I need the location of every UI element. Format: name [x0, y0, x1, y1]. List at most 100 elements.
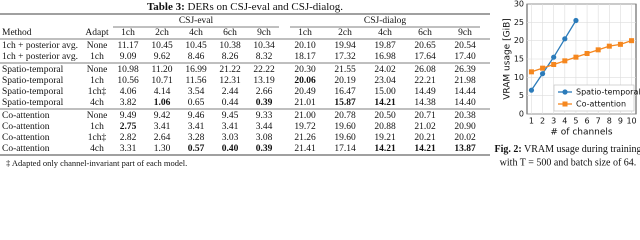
value-cell: 3.41 [222, 122, 239, 132]
value-cell: 19.72 [294, 122, 316, 132]
value-cell: 20.54 [454, 41, 476, 51]
value-cell: 18.17 [294, 52, 316, 62]
value-cell: 9.49 [120, 111, 137, 121]
value-cell: 26.39 [454, 65, 476, 75]
value-cell: 9.09 [120, 52, 137, 62]
value-cell: 3.08 [256, 133, 273, 143]
value-cell: 20.50 [374, 111, 396, 121]
header-cell: 6ch [418, 28, 432, 38]
caption-label: Fig. 2: [494, 144, 521, 155]
y-tick-label: 10 [514, 73, 524, 82]
value-cell: 19.60 [334, 122, 356, 132]
header-cell: 1ch [121, 28, 135, 38]
adapt-cell: 1ch [90, 122, 104, 132]
data-point [562, 36, 568, 42]
value-cell: 3.82 [120, 98, 137, 108]
adapt-cell: 4ch [90, 144, 104, 154]
value-cell: 13.87 [454, 144, 476, 154]
value-cell: 21.55 [334, 65, 356, 75]
x-tick-label: 3 [551, 117, 556, 126]
header-cell: 2ch [155, 28, 169, 38]
value-cell: 15.87 [334, 98, 356, 108]
value-cell: 9.33 [256, 111, 273, 121]
data-point [573, 17, 579, 24]
value-cell: 12.31 [219, 76, 241, 86]
x-axis-label: # of channels [550, 128, 613, 138]
data-point [551, 62, 557, 67]
value-cell: 10.71 [151, 76, 173, 86]
value-cell: 16.98 [374, 52, 396, 62]
data-point [551, 54, 557, 60]
series-line [531, 40, 632, 73]
data-point [540, 65, 546, 71]
y-axis-label: VRAM usage [GiB] [503, 18, 513, 100]
value-cell: 22.22 [253, 65, 275, 75]
group-header: CSJ-eval [179, 16, 214, 26]
header-cell: 4ch [378, 28, 392, 38]
y-tick-label: 20 [514, 36, 524, 45]
adapt-cell: 1ch [90, 76, 104, 86]
value-cell: 10.45 [185, 41, 207, 51]
adapt-cell: None [87, 111, 108, 121]
data-point [617, 41, 623, 47]
value-cell: 1.30 [154, 144, 171, 154]
x-tick-label: 7 [596, 117, 601, 126]
value-cell: 0.39 [256, 144, 273, 154]
y-tick-label: 0 [519, 110, 524, 119]
value-cell: 1.06 [154, 98, 171, 108]
value-cell: 3.41 [188, 122, 205, 132]
value-cell: 21.22 [219, 65, 241, 75]
value-cell: 8.26 [222, 52, 239, 62]
value-cell: 17.14 [334, 144, 356, 154]
value-cell: 11.56 [185, 76, 206, 86]
value-cell: 20.30 [294, 65, 316, 75]
value-cell: 10.45 [151, 41, 173, 51]
value-cell: 8.32 [256, 52, 273, 62]
value-cell: 10.98 [117, 65, 139, 75]
value-cell: 8.46 [188, 52, 205, 62]
adapt-cell: None [87, 41, 108, 51]
x-tick-label: 9 [618, 117, 623, 126]
header-cell: 6ch [223, 28, 237, 38]
table-title-text: DERs on CSJ-eval and CSJ-dialog. [188, 1, 344, 13]
value-cell: 13.19 [253, 76, 275, 86]
value-cell: 3.28 [188, 133, 205, 143]
adapt-cell: 1ch‡ [88, 87, 107, 97]
y-tick-label: 5 [519, 91, 524, 100]
data-point [606, 43, 612, 49]
x-tick-label: 8 [607, 117, 612, 126]
data-point [595, 47, 601, 53]
header-cell: Adapt [85, 28, 109, 38]
value-cell: 11.17 [117, 41, 138, 51]
group-header: CSJ-dialog [364, 16, 406, 26]
value-cell: 19.21 [374, 133, 396, 143]
value-cell: 20.38 [454, 111, 476, 121]
caption-line: Fig. 2: VRAM usage during training [494, 144, 640, 155]
value-cell: 2.82 [120, 133, 137, 143]
value-cell: 0.65 [188, 98, 205, 108]
value-cell: 9.62 [154, 52, 171, 62]
x-tick-label: 4 [562, 117, 567, 126]
y-tick-label: 25 [514, 18, 524, 27]
value-cell: 10.34 [253, 41, 275, 51]
value-cell: 0.57 [188, 144, 205, 154]
table-title: Table 3: DERs on CSJ-eval and CSJ-dialog… [147, 1, 343, 13]
value-cell: 20.71 [414, 111, 436, 121]
value-cell: 21.02 [414, 122, 436, 132]
value-cell: 20.21 [414, 133, 436, 143]
adapt-cell: 4ch [90, 98, 104, 108]
value-cell: 20.65 [414, 41, 436, 51]
value-cell: 26.08 [414, 65, 436, 75]
legend-label: Co-attention [576, 100, 626, 109]
value-cell: 3.41 [154, 122, 171, 132]
value-cell: 19.94 [334, 41, 356, 51]
value-cell: 20.88 [374, 122, 396, 132]
header-cell: Method [2, 28, 32, 38]
value-cell: 14.21 [414, 144, 436, 154]
caption-line: with T = 500 and batch size of 64. [500, 157, 637, 168]
x-tick-label: 6 [585, 117, 590, 126]
method-cell: Co-attention [2, 111, 50, 121]
value-cell: 20.02 [454, 133, 476, 143]
value-cell: 21.26 [294, 133, 316, 143]
footnote: ‡ Adapted only channel-invariant part of… [6, 158, 187, 168]
